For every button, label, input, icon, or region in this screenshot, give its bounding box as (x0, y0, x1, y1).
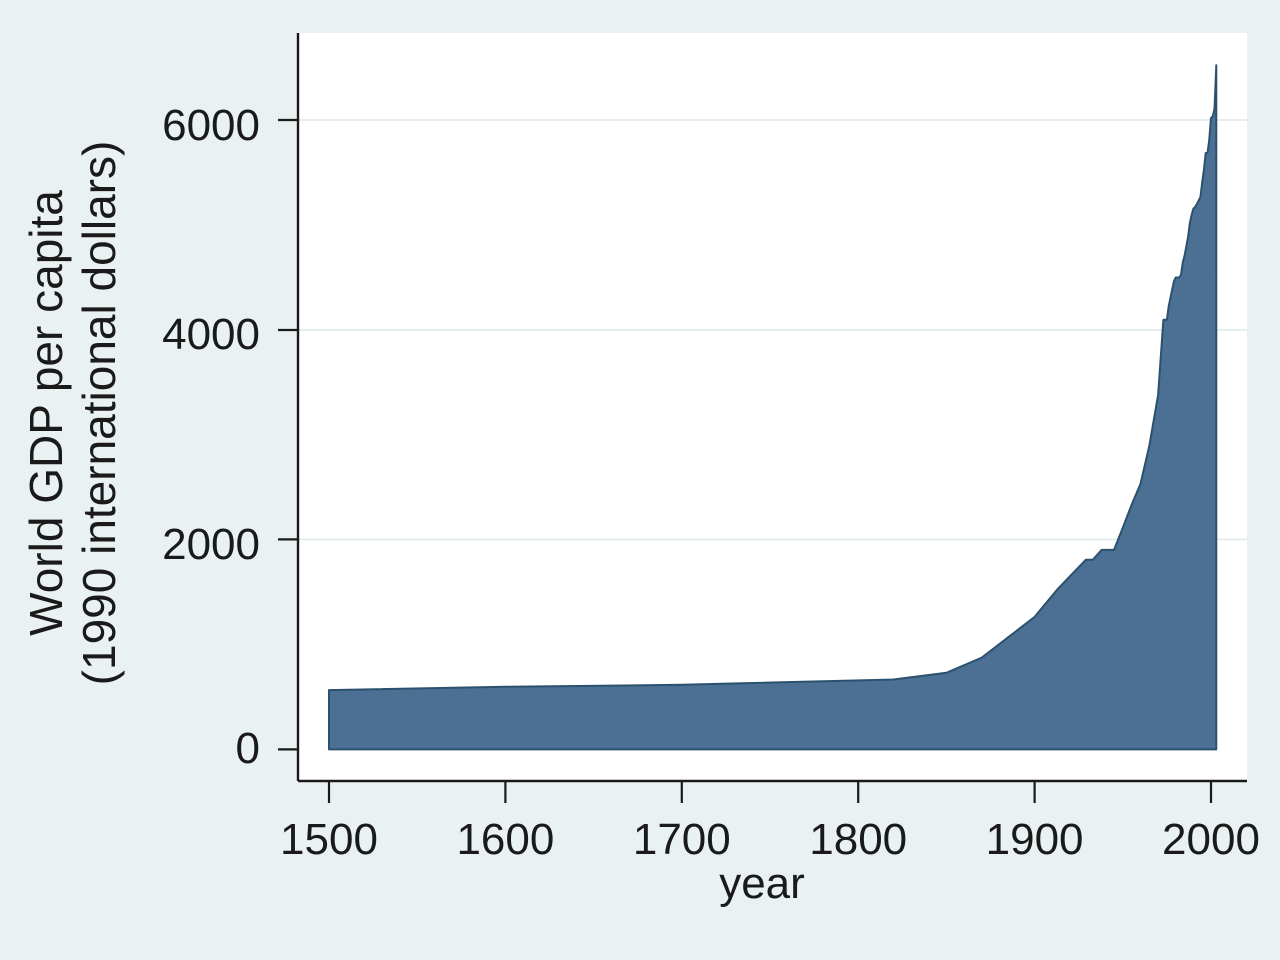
svg-text:1800: 1800 (809, 815, 907, 864)
svg-text:2000: 2000 (1162, 815, 1260, 864)
svg-text:1900: 1900 (986, 815, 1084, 864)
svg-text:0: 0 (236, 724, 260, 773)
svg-text:1600: 1600 (456, 815, 554, 864)
svg-text:1700: 1700 (633, 815, 731, 864)
svg-text:year: year (719, 859, 805, 908)
svg-text:World GDP per capita: World GDP per capita (20, 190, 72, 636)
svg-text:1500: 1500 (280, 815, 378, 864)
svg-text:2000: 2000 (162, 520, 260, 569)
svg-text:(1990 international dollars): (1990 international dollars) (73, 141, 125, 686)
svg-text:4000: 4000 (162, 310, 260, 359)
svg-text:6000: 6000 (162, 101, 260, 150)
